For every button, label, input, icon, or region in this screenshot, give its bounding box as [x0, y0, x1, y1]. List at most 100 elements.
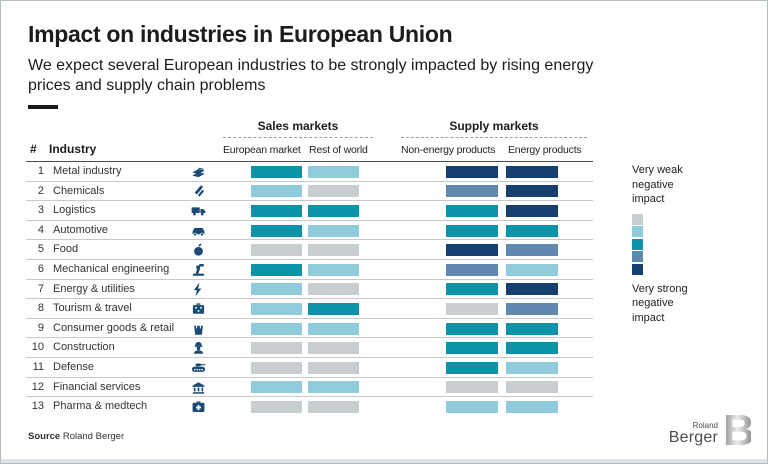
- row-industry-label: Financial services: [53, 380, 141, 393]
- row-number: 7: [37, 282, 44, 295]
- food-icon: [187, 242, 209, 257]
- impact-bar-rest-of-world: [308, 263, 359, 276]
- impact-bar-european-market: [251, 263, 302, 276]
- impact-bar-rest-of-world: [308, 400, 359, 413]
- row-number: 9: [37, 321, 44, 334]
- impact-bar-non-energy-products: [446, 204, 498, 217]
- svg-text:B: B: [723, 407, 751, 451]
- legend-scale: [632, 213, 704, 275]
- column-header-industry: Industry: [49, 142, 97, 156]
- impact-bar-rest-of-world: [308, 165, 359, 178]
- legend-max-label: Very strong negative impact: [632, 282, 688, 324]
- impact-bar-energy-products: [506, 224, 558, 237]
- row-industry-label: Chemicals: [53, 184, 105, 197]
- impact-bar-european-market: [251, 185, 302, 198]
- row-number: 8: [37, 302, 44, 315]
- impact-bar-european-market: [251, 244, 302, 257]
- row-industry-label: Tourism & travel: [53, 302, 132, 315]
- impact-bar-rest-of-world: [308, 322, 359, 335]
- source-text: Roland Berger: [62, 431, 125, 442]
- logistics-icon: [187, 203, 209, 218]
- source-note: Source Roland Berger: [28, 431, 124, 442]
- source-label: Source: [28, 431, 61, 442]
- impact-legend: Very weak negative impact Very strong ne…: [632, 163, 704, 325]
- legend-swatch: [632, 251, 643, 263]
- row-number: 12: [31, 380, 44, 393]
- row-industry-label: Energy & utilities: [53, 282, 135, 295]
- logo-b-monogram-icon: B: [723, 407, 751, 451]
- impact-bar-non-energy-products: [446, 165, 498, 178]
- impact-bar-non-energy-products: [446, 361, 498, 374]
- defense-icon: [187, 360, 209, 375]
- table-row: 6 Mechanical engineering: [26, 258, 593, 279]
- chemicals-icon: [187, 184, 209, 199]
- impact-bar-european-market: [251, 224, 302, 237]
- table-row: 8 Tourism & travel: [26, 298, 593, 318]
- impact-bar-energy-products: [506, 204, 558, 217]
- impact-bar-non-energy-products: [446, 322, 498, 335]
- logo-wordmark: Roland Berger: [669, 422, 718, 445]
- legend-swatch: [632, 213, 643, 225]
- impact-bar-non-energy-products: [446, 224, 498, 237]
- row-industry-label: Automotive: [53, 223, 109, 236]
- impact-bar-energy-products: [506, 263, 558, 276]
- impact-bar-european-market: [251, 400, 302, 413]
- legend-swatch: [632, 263, 643, 275]
- impact-bar-european-market: [251, 165, 302, 178]
- row-number: 11: [32, 360, 44, 373]
- table-row: 7 Energy & utilities: [26, 278, 593, 299]
- impact-bar-rest-of-world: [308, 361, 359, 374]
- impact-bar-energy-products: [506, 400, 558, 413]
- table-row: 2 Chemicals: [26, 180, 593, 201]
- impact-bar-non-energy-products: [446, 400, 498, 413]
- bottom-strip: [1, 459, 767, 463]
- row-number: 1: [37, 165, 44, 177]
- row-number: 13: [31, 400, 44, 413]
- impact-bar-rest-of-world: [308, 342, 359, 355]
- row-industry-label: Consumer goods & retail: [53, 321, 175, 334]
- impact-bar-energy-products: [506, 165, 558, 178]
- page-title: Impact on industries in European Union: [28, 21, 453, 47]
- logo-roland-text: Roland: [692, 421, 718, 431]
- legend-min-label: Very weak negative impact: [632, 164, 683, 206]
- impact-bar-european-market: [251, 342, 302, 355]
- impact-bar-rest-of-world: [308, 302, 359, 315]
- financial-services-icon: [187, 380, 209, 395]
- row-industry-label: Pharma & medtech: [53, 400, 148, 413]
- consumer-goods-icon: [187, 321, 209, 336]
- impact-bar-non-energy-products: [446, 381, 498, 394]
- row-number: 6: [37, 262, 44, 275]
- row-number: 3: [37, 204, 44, 217]
- impact-bar-rest-of-world: [308, 381, 359, 394]
- impact-bar-non-energy-products: [446, 342, 498, 355]
- impact-bar-european-market: [251, 381, 302, 394]
- row-number: 10: [31, 341, 44, 354]
- table-row: 11 Defense: [26, 356, 593, 377]
- impact-bar-european-market: [251, 283, 302, 296]
- column-group-supply-markets: Supply markets: [401, 119, 587, 138]
- mechanical-engineering-icon: [187, 262, 209, 277]
- impact-bar-european-market: [251, 302, 302, 315]
- row-industry-label: Food: [53, 243, 79, 256]
- table-row: 13 Pharma & medtech: [26, 396, 593, 416]
- impact-bar-energy-products: [506, 342, 558, 355]
- row-number: 4: [37, 223, 44, 236]
- impact-bar-energy-products: [506, 283, 558, 296]
- legend-swatch: [632, 226, 643, 238]
- impact-bar-energy-products: [506, 381, 558, 394]
- impact-bar-european-market: [251, 361, 302, 374]
- table-row: 10 Construction: [26, 337, 593, 357]
- row-industry-label: Defense: [53, 360, 94, 373]
- impact-bar-european-market: [251, 204, 302, 217]
- construction-icon: [187, 340, 209, 355]
- automotive-icon: [187, 223, 209, 238]
- impact-bar-energy-products: [506, 361, 558, 374]
- tourism-travel-icon: [187, 301, 209, 316]
- impact-bar-energy-products: [506, 322, 558, 335]
- impact-bar-non-energy-products: [446, 283, 498, 296]
- row-industry-label: Logistics: [53, 204, 96, 217]
- impact-bar-rest-of-world: [308, 204, 359, 217]
- row-industry-label: Mechanical engineering: [53, 262, 170, 275]
- column-header-european-market: European market: [223, 144, 301, 156]
- table-body: 1 Metal industry 2 Chemicals 3 Logistics…: [26, 161, 593, 416]
